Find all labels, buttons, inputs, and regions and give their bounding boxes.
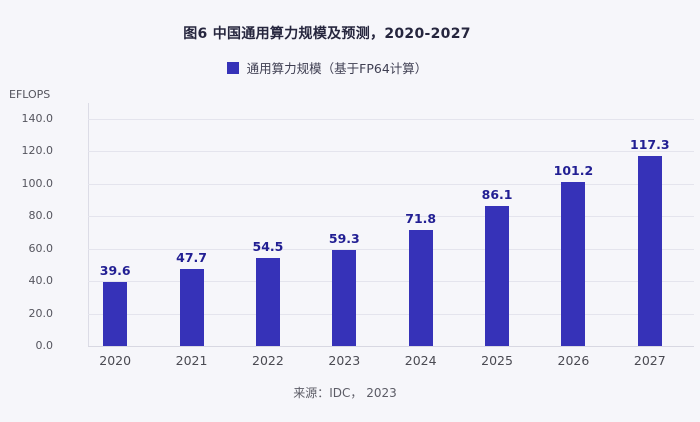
- bar-value-label: 54.5: [252, 238, 284, 254]
- bar-value-label: 47.7: [176, 249, 207, 265]
- gridline: [88, 119, 694, 120]
- x-axis-label: 2022: [252, 353, 284, 368]
- y-axis-unit-label: EFLOPS: [9, 88, 51, 101]
- y-tick-label: 0.0: [35, 339, 54, 352]
- chart-title: 图6 中国通用算力规模及预测，2020-2027: [183, 26, 471, 42]
- bar-value-label: 86.1: [481, 187, 513, 203]
- legend-swatch: [226, 61, 239, 74]
- legend: 通用算力规模（基于FP64计算）: [0, 58, 654, 77]
- gridline: [88, 248, 694, 250]
- gridline: [88, 346, 694, 347]
- x-axis-label: 2027: [633, 353, 666, 368]
- bar-value-label: 59.3: [328, 230, 360, 246]
- bar: [561, 181, 586, 346]
- x-axis-label: 2020: [99, 353, 132, 368]
- x-axis-label: 2023: [328, 353, 361, 368]
- bar: [255, 257, 280, 346]
- y-axis-line: [88, 103, 89, 346]
- bar: [103, 281, 128, 346]
- y-tick-label: 80.0: [28, 209, 54, 223]
- x-axis-label: 2024: [404, 353, 437, 368]
- bar: [637, 155, 662, 346]
- y-tick-label: 100.0: [21, 176, 54, 190]
- source-note: 来源：IDC， 2023: [293, 386, 397, 400]
- gridline: [88, 216, 694, 218]
- bar: [485, 206, 510, 346]
- gridline: [88, 281, 694, 283]
- bar-value-label: 71.8: [405, 210, 437, 226]
- bar: [332, 249, 357, 346]
- x-axis-label: 2025: [481, 353, 513, 368]
- bar: [179, 268, 204, 346]
- bar-value-label: 117.3: [630, 136, 670, 152]
- y-tick-label: 40.0: [28, 274, 54, 288]
- bar: [408, 229, 433, 346]
- bar-value-label: 39.6: [99, 262, 131, 278]
- bar-value-label: 101.2: [553, 162, 594, 178]
- x-axis-label: 2026: [557, 353, 590, 368]
- legend-label: 通用算力规模（基于FP64计算）: [246, 61, 428, 76]
- gridline: [88, 183, 694, 185]
- x-axis-label: 2021: [175, 353, 208, 368]
- y-tick-label: 60.0: [28, 241, 54, 255]
- y-tick-label: 120.0: [21, 144, 54, 158]
- y-tick-label: 140.0: [21, 112, 54, 125]
- y-tick-label: 20.0: [28, 306, 54, 320]
- gridline: [88, 151, 694, 153]
- gridline: [88, 313, 694, 315]
